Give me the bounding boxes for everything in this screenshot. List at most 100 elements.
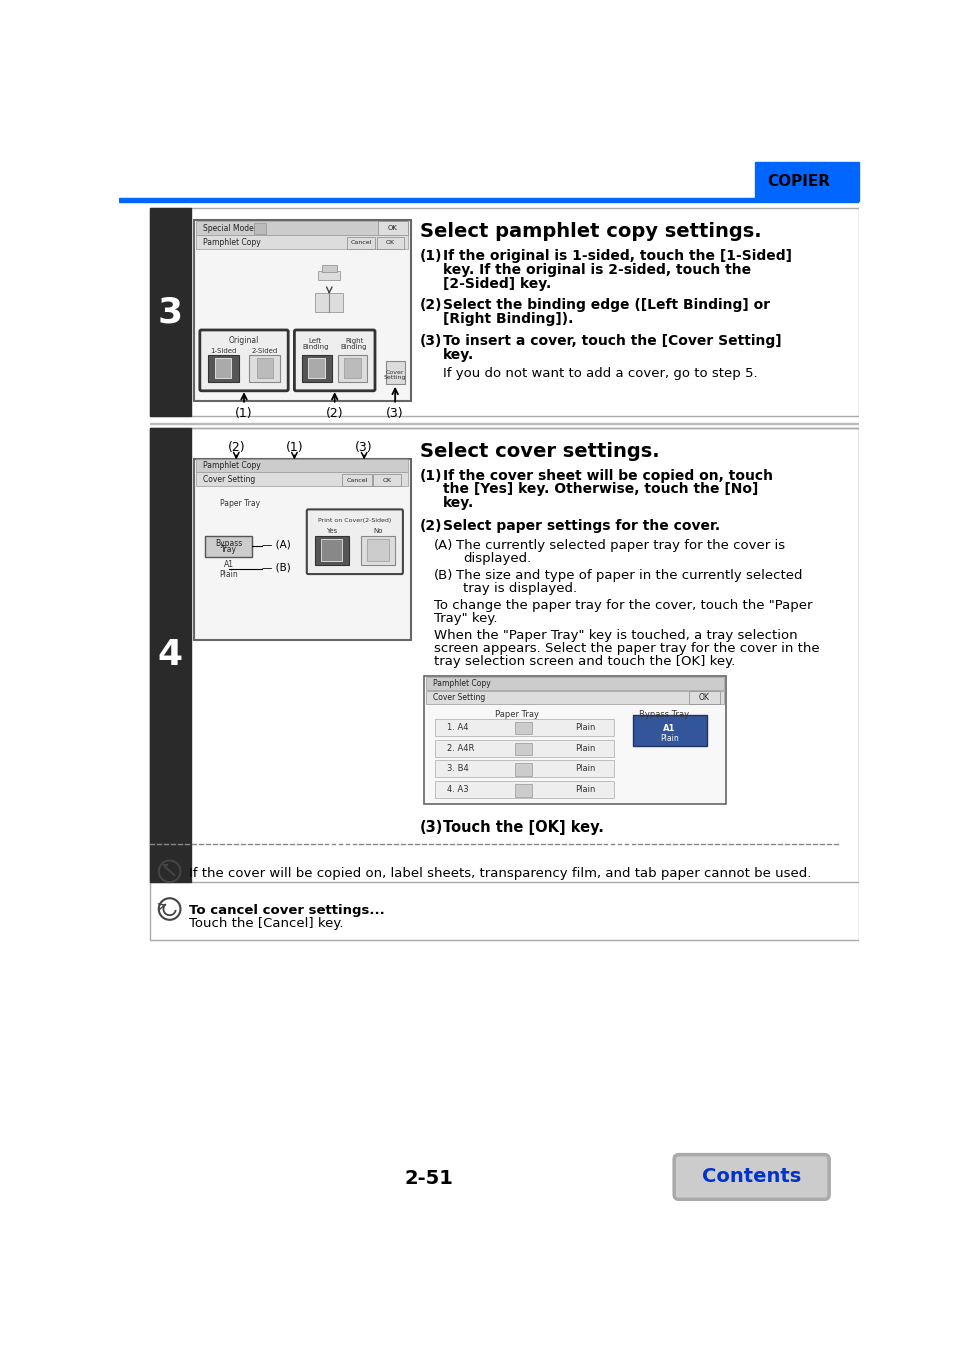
Text: 4. A3: 4. A3 [447, 785, 468, 794]
Text: (1): (1) [419, 249, 442, 263]
Bar [208, 354, 238, 381]
Text: To cancel cover settings...: To cancel cover settings... [189, 904, 384, 917]
Bar [195, 458, 408, 473]
Bar [193, 220, 410, 401]
Text: Plain: Plain [219, 570, 237, 578]
Text: (3): (3) [419, 334, 442, 347]
Text: Touch the [Cancel] key.: Touch the [Cancel] key. [189, 917, 343, 931]
Bar [321, 265, 336, 273]
Text: 3. B4: 3. B4 [447, 765, 468, 773]
Text: Right: Right [345, 338, 363, 343]
Text: OK: OK [388, 226, 397, 231]
Bar [426, 692, 723, 704]
Bar [249, 354, 280, 381]
Text: If the cover sheet will be copied on, touch: If the cover sheet will be copied on, to… [443, 469, 772, 482]
Bar [367, 539, 389, 561]
Bar [337, 354, 367, 381]
Text: Plain: Plain [659, 734, 679, 743]
Text: Binding: Binding [302, 345, 328, 350]
Text: Contents: Contents [701, 1167, 801, 1186]
Text: Original: Original [229, 336, 259, 346]
Text: (2): (2) [419, 299, 442, 312]
Text: Pamphlet Copy: Pamphlet Copy [433, 680, 491, 688]
Bar [314, 535, 348, 565]
Text: The currently selected paper tray for the cover is: The currently selected paper tray for th… [456, 539, 784, 551]
Text: tray selection screen and touch the [OK] key.: tray selection screen and touch the [OK]… [434, 655, 735, 667]
Bar [515, 721, 532, 734]
Bar [423, 677, 725, 804]
Text: Plain: Plain [575, 743, 595, 753]
Bar [344, 358, 360, 378]
Bar [195, 235, 408, 249]
Bar [205, 535, 252, 557]
Text: A1: A1 [223, 561, 233, 569]
Bar [377, 222, 407, 235]
Text: A1: A1 [662, 724, 675, 734]
Text: Paper Tray: Paper Tray [495, 711, 538, 720]
Text: Touch the [OK] key.: Touch the [OK] key. [443, 820, 603, 835]
Text: The size and type of paper in the currently selected: The size and type of paper in the curren… [456, 569, 801, 582]
FancyBboxPatch shape [199, 330, 288, 390]
Text: (3): (3) [355, 440, 373, 454]
Text: Select paper settings for the cover.: Select paper settings for the cover. [443, 519, 720, 534]
Text: tray is displayed.: tray is displayed. [463, 582, 577, 594]
Text: Special Modes: Special Modes [203, 224, 257, 232]
Text: Setting: Setting [383, 376, 406, 380]
Text: key. If the original is 2-sided, touch the: key. If the original is 2-sided, touch t… [443, 263, 751, 277]
Text: key.: key. [443, 347, 474, 362]
Text: Pamphlet Copy: Pamphlet Copy [203, 461, 260, 470]
Bar [150, 208, 191, 416]
Text: Tray: Tray [220, 544, 236, 554]
Text: (2): (2) [419, 519, 442, 534]
Text: When the "Paper Tray" key is touched, a tray selection: When the "Paper Tray" key is touched, a … [434, 628, 797, 642]
Text: displayed.: displayed. [463, 551, 531, 565]
Bar [435, 781, 613, 798]
Bar [150, 428, 191, 882]
Text: [Right Binding]).: [Right Binding]). [443, 312, 573, 327]
FancyBboxPatch shape [674, 1155, 828, 1200]
Text: 3: 3 [157, 296, 183, 330]
Text: (1): (1) [419, 469, 442, 482]
Text: Select cover settings.: Select cover settings. [419, 442, 659, 461]
Bar [342, 474, 372, 486]
Text: Cover: Cover [386, 370, 404, 374]
Bar [150, 428, 858, 882]
Bar [119, 197, 858, 203]
Text: Cancel: Cancel [350, 240, 372, 246]
Text: [2-Sided] key.: [2-Sided] key. [443, 277, 551, 290]
Bar [376, 236, 404, 249]
Text: Bypass Tray: Bypass Tray [639, 711, 688, 720]
Text: OK: OK [382, 478, 392, 482]
Bar [257, 358, 273, 378]
Text: Bypass: Bypass [214, 539, 242, 547]
Bar [373, 474, 401, 486]
Text: Select the binding edge ([Left Binding] or: Select the binding edge ([Left Binding] … [443, 299, 769, 312]
Bar [633, 715, 706, 746]
Bar [150, 208, 858, 416]
Text: Cover Setting: Cover Setting [433, 693, 485, 701]
Text: Left: Left [309, 338, 321, 343]
Text: Plain: Plain [575, 765, 595, 773]
Text: OK: OK [386, 240, 395, 246]
Text: (2): (2) [326, 408, 343, 420]
Bar [150, 428, 858, 940]
Text: 2-51: 2-51 [404, 1169, 454, 1188]
Text: If the cover will be copied on, label sheets, transparency film, and tab paper c: If the cover will be copied on, label sh… [189, 867, 810, 880]
FancyBboxPatch shape [294, 330, 375, 390]
Text: 1. A4: 1. A4 [447, 723, 468, 732]
Bar [302, 354, 332, 381]
Text: Paper Tray: Paper Tray [220, 499, 260, 508]
Bar [195, 222, 408, 235]
Bar [193, 458, 410, 639]
Text: Cancel: Cancel [346, 478, 368, 482]
Text: (3): (3) [419, 820, 443, 835]
Bar [360, 535, 395, 565]
Bar [318, 270, 340, 280]
Text: Select pamphlet copy settings.: Select pamphlet copy settings. [419, 222, 760, 242]
Bar [426, 677, 723, 690]
Bar [308, 358, 325, 378]
Text: COPIER: COPIER [766, 174, 829, 189]
Bar [315, 293, 343, 312]
Text: (1): (1) [235, 408, 253, 420]
Bar [515, 763, 532, 775]
